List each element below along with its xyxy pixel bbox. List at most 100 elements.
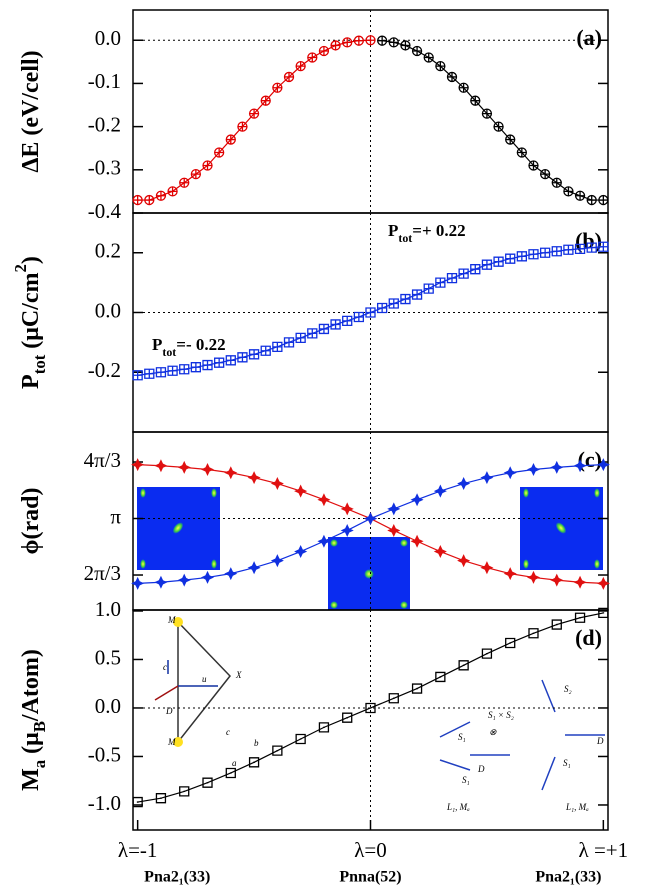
- inset-label: D: [477, 764, 485, 774]
- marker: [598, 607, 609, 619]
- space-group-label: Pnna(52): [339, 869, 401, 886]
- marker: [505, 134, 516, 145]
- y-tick-label: -0.3: [88, 156, 121, 180]
- marker: [330, 319, 341, 330]
- marker: [317, 534, 331, 548]
- diagram-atom: [173, 737, 183, 747]
- marker: [435, 277, 446, 288]
- marker: [283, 71, 295, 83]
- marker: [470, 264, 481, 275]
- marker: [505, 253, 516, 264]
- marker: [411, 683, 423, 694]
- marker: [167, 186, 178, 197]
- marker: [457, 477, 471, 491]
- panel-label: (a): [576, 25, 602, 50]
- label-part: =- 0.22: [176, 335, 225, 354]
- x-tick-label: λ=-1: [118, 838, 158, 862]
- marker: [353, 311, 365, 323]
- inset-label: M: [167, 737, 176, 747]
- marker: [458, 82, 469, 93]
- marker: [294, 484, 308, 498]
- marker: [317, 493, 331, 507]
- marker: [388, 298, 399, 309]
- marker: [318, 722, 330, 733]
- y-axis-label: Ptot (μC/cm2): [11, 256, 49, 389]
- annotation: Ptot=+ 0.22: [388, 221, 466, 245]
- inset-blob: [523, 559, 529, 569]
- inset-label: S₁ × S₂: [488, 710, 514, 720]
- inset-blob: [364, 569, 374, 579]
- marker: [294, 544, 308, 559]
- y-tick-label: -0.4: [88, 199, 122, 223]
- marker: [270, 554, 284, 568]
- marker: [353, 35, 365, 46]
- marker: [224, 567, 238, 581]
- x-tick-label: λ=0: [354, 838, 387, 862]
- marker: [342, 712, 353, 723]
- label-part: 2: [11, 264, 30, 272]
- marker: [365, 307, 376, 318]
- inset-blob: [594, 488, 600, 498]
- marker: [470, 95, 481, 106]
- marker: [167, 365, 178, 376]
- marker: [132, 194, 143, 206]
- marker: [423, 52, 434, 63]
- inset-label: S₁: [563, 758, 571, 768]
- marker: [132, 370, 143, 381]
- marker: [411, 289, 423, 300]
- inset-label: c: [226, 727, 230, 737]
- marker: [551, 619, 562, 630]
- inset-label: S₁: [458, 732, 466, 742]
- marker: [224, 466, 238, 480]
- marker: [295, 733, 306, 745]
- marker: [387, 523, 401, 537]
- y-tick-label: 1.0: [95, 597, 121, 621]
- marker: [410, 493, 424, 507]
- diagram-triangle: [177, 620, 231, 745]
- y-tick-label: 4π/3: [84, 448, 121, 472]
- label-part: (μ: [18, 732, 44, 760]
- marker: [457, 554, 471, 568]
- marker: [155, 367, 167, 378]
- marker: [596, 576, 610, 590]
- marker: [435, 61, 446, 72]
- marker: [365, 702, 376, 714]
- inset-label: ⊗: [489, 727, 497, 737]
- y-tick-label: -0.1: [88, 69, 121, 93]
- marker: [376, 35, 388, 46]
- panel-label: (d): [575, 625, 602, 650]
- label-part: ΔE (eV/cell): [18, 50, 44, 172]
- inset-label: a: [232, 758, 237, 768]
- marker: [177, 573, 191, 587]
- marker: [551, 246, 562, 257]
- marker: [272, 82, 283, 93]
- marker: [573, 575, 587, 589]
- marker: [307, 52, 318, 63]
- marker: [144, 368, 155, 379]
- annotation: Ptot=- 0.22: [152, 335, 226, 359]
- marker: [446, 272, 458, 284]
- marker: [539, 247, 551, 258]
- marker: [260, 345, 271, 356]
- series-line: [137, 39, 371, 201]
- label-part: P: [388, 221, 398, 240]
- marker: [516, 147, 527, 158]
- space-group-label: Pna2₁(33): [535, 869, 601, 886]
- marker: [330, 40, 341, 51]
- inset-label: c: [163, 662, 167, 672]
- y-tick-label: -0.2: [88, 112, 121, 136]
- marker: [550, 460, 564, 474]
- marker: [340, 523, 354, 537]
- label-part: ): [18, 256, 44, 264]
- y-tick-label: 0.0: [95, 298, 121, 322]
- marker: [248, 349, 260, 360]
- inset-blob: [172, 522, 184, 534]
- marker: [503, 466, 517, 480]
- marker: [480, 561, 494, 575]
- marker: [376, 302, 388, 314]
- inset-blob: [400, 539, 408, 547]
- label-part: B: [30, 721, 49, 732]
- label-part: a: [30, 759, 49, 768]
- y-axis-label: ΔE (eV/cell): [18, 50, 44, 172]
- marker: [132, 796, 143, 808]
